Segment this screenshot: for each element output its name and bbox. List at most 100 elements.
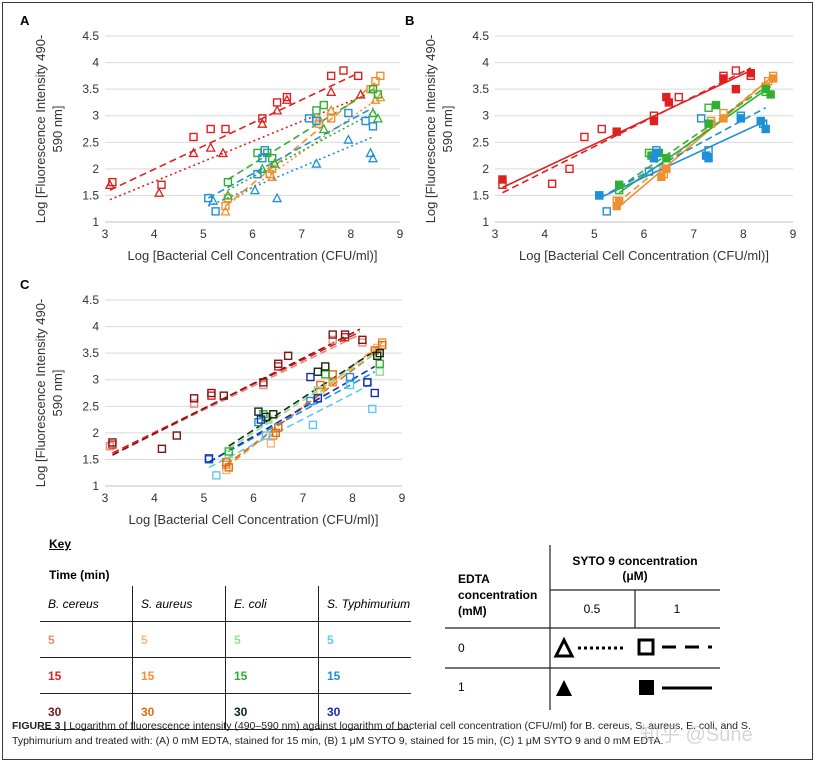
time-key-table: B. cereus S. aureus E. coli S. Typhimuri… — [40, 586, 411, 730]
data-point-square — [259, 380, 268, 390]
species-typhimurium: S. Typhimurium — [318, 586, 411, 622]
data-point-square — [108, 177, 117, 187]
data-point-square — [221, 124, 230, 134]
data-point-square — [326, 71, 336, 81]
x-tick-label: 8 — [347, 227, 354, 241]
y-tick-label: 4.5 — [472, 29, 489, 43]
data-point-square — [649, 116, 659, 126]
data-point-square — [256, 415, 266, 424]
key-cell: 15 — [40, 657, 133, 694]
data-point-square — [595, 191, 604, 200]
y-tick-label: 1.5 — [472, 188, 489, 202]
data-point-square — [157, 180, 166, 190]
data-point-square — [736, 114, 746, 123]
data-point-square — [271, 428, 280, 438]
data-point-square — [373, 90, 383, 99]
y-tick-label: 1.5 — [82, 188, 99, 202]
data-point-square — [260, 146, 269, 155]
key-cell: 15 — [132, 657, 226, 694]
data-point-square — [719, 108, 728, 118]
data-point-triangle — [326, 86, 337, 96]
data-point-square — [565, 164, 574, 174]
data-point-triangle — [355, 89, 366, 99]
data-point-square — [358, 338, 367, 347]
data-point-square — [597, 124, 606, 134]
open-triangle-marker-icon — [553, 636, 575, 658]
x-tick-label: 8 — [349, 491, 356, 505]
data-point-square — [704, 154, 713, 163]
data-point-square — [652, 148, 661, 158]
panel-letter: B — [405, 13, 414, 28]
data-point-triangle — [365, 147, 376, 158]
caption-text: Logarithm of fluorescence intensity (490… — [12, 720, 751, 747]
data-point-square — [267, 154, 277, 163]
data-point-square — [354, 71, 363, 81]
edta-row-0: 0 — [458, 641, 465, 655]
y-tick-label: 2 — [92, 426, 99, 440]
key-cell: 15 — [318, 657, 411, 694]
y-tick-label: 3 — [92, 373, 99, 387]
data-point-triangle — [267, 171, 278, 181]
data-point-square — [157, 444, 167, 454]
time-row-5: 5 5 5 5 — [40, 621, 411, 658]
panel-c-chart: 1 1.5 2 2.5 3 3.5 4 4.5 3 4 5 6 7 8 9 C Log [Bacterial C… — [20, 277, 406, 527]
y-tick-label: 3 — [92, 109, 99, 123]
fit-line — [224, 77, 381, 207]
x-tick-label: 4 — [541, 227, 548, 241]
data-point-square — [731, 84, 741, 94]
x-tick-label: 3 — [102, 227, 109, 241]
data-point-square — [614, 180, 624, 190]
y-tick-label: 4.5 — [82, 293, 99, 307]
data-point-square — [375, 367, 384, 376]
data-point-square — [282, 92, 292, 102]
fit-line — [228, 349, 381, 450]
syto-header-line2: (μM) — [622, 569, 647, 583]
x-tick-label: 9 — [399, 491, 406, 505]
data-point-square — [189, 132, 198, 142]
data-point-square — [756, 116, 765, 126]
panel-letter: A — [20, 13, 30, 28]
x-axis-label: Log [Bacterial Cell Concentration (CFU/m… — [519, 248, 769, 263]
y-tick-label: 4 — [92, 320, 99, 334]
data-point-square — [704, 103, 713, 112]
x-tick-label: 5 — [201, 491, 208, 505]
data-point-square — [746, 68, 755, 78]
data-point-square — [614, 185, 624, 195]
y-tick-label: 3.5 — [472, 82, 489, 96]
filled-triangle-marker-icon — [556, 680, 572, 696]
data-point-square — [370, 346, 379, 355]
data-point-square — [340, 330, 350, 339]
fit-line — [228, 347, 381, 447]
x-tick-label: 4 — [151, 227, 158, 241]
data-point-triangle — [375, 91, 386, 102]
time-label: Time (min) — [49, 568, 110, 582]
data-point-square — [328, 330, 337, 339]
y-axis-label: Log [Fluorescence Intensity 490- — [33, 35, 48, 224]
x-tick-label: 7 — [300, 491, 307, 505]
syto-header-line1: SYTO 9 concentration — [572, 554, 697, 568]
data-point-square — [652, 146, 661, 155]
data-point-square — [328, 378, 337, 387]
data-point-square — [580, 132, 589, 142]
key-cell: 30 — [318, 693, 411, 730]
y-tick-label: 4 — [92, 56, 99, 70]
data-point-square — [258, 114, 267, 123]
x-tick-label: 4 — [151, 491, 158, 505]
y-axis-label: Log [Fluorescence Intensity 490- — [33, 299, 48, 488]
data-point-triangle — [153, 187, 165, 197]
species-ecoli: E. coli — [225, 586, 319, 622]
time-row-30: 30 30 30 30 — [40, 693, 411, 730]
data-point-square — [204, 454, 214, 463]
data-point-square — [612, 127, 621, 136]
data-point-square — [373, 351, 382, 361]
panel-b-chart: 1 1.5 2 2.5 3 3.5 4 4.5 3 4 5 6 7 8 9 B Log [Bacterial C… — [405, 13, 797, 263]
data-point-square — [313, 367, 323, 376]
data-point-square — [766, 90, 775, 99]
y-tick-label: 4.5 — [82, 29, 99, 43]
key-cell: 5 — [225, 621, 319, 658]
y-tick-label: 2 — [482, 162, 489, 176]
data-point-square — [595, 191, 604, 200]
edta-syto-table: SYTO 9 concentration (μM) EDTA concentra… — [445, 545, 720, 710]
data-point-square — [313, 386, 323, 395]
data-point-square — [344, 108, 353, 118]
